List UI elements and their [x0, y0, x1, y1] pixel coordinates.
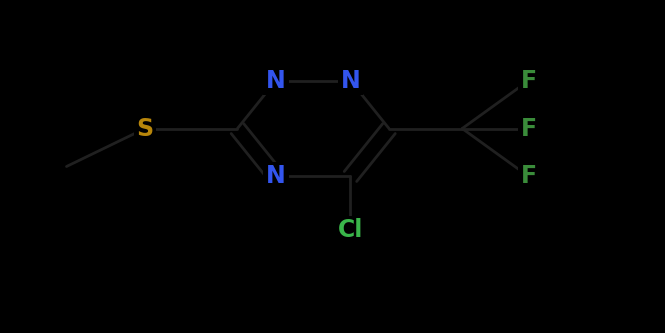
Text: F: F	[521, 117, 537, 141]
Text: Cl: Cl	[338, 218, 363, 242]
Text: S: S	[136, 117, 154, 141]
Text: N: N	[266, 165, 286, 188]
Text: F: F	[521, 69, 537, 93]
Text: N: N	[340, 69, 360, 93]
Text: F: F	[521, 165, 537, 188]
Text: N: N	[266, 69, 286, 93]
